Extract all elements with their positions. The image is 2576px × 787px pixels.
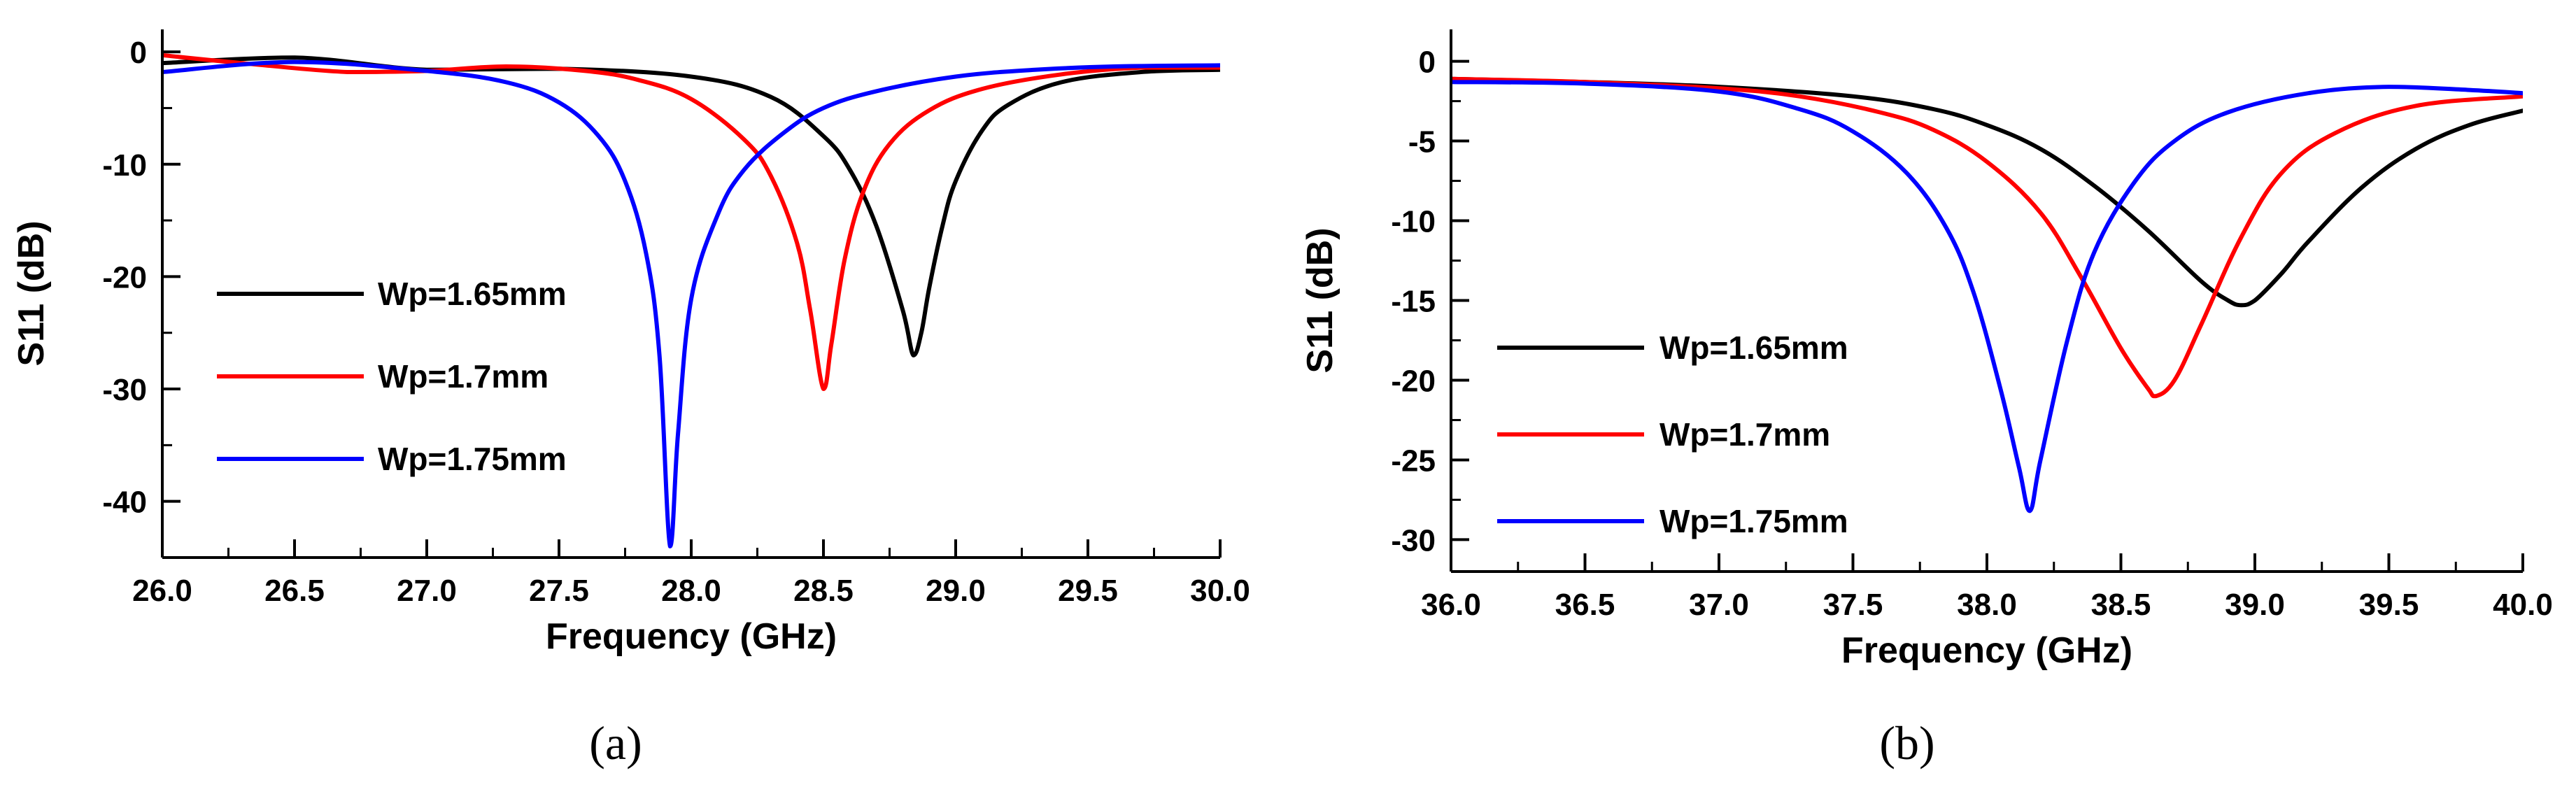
y-axis-title: S11 (dB) (1300, 227, 1340, 373)
legend-label: Wp=1.7mm (1659, 416, 1830, 453)
y-tick-label: -10 (102, 148, 147, 183)
y-tick-label: -30 (102, 373, 147, 407)
x-tick-label: 26.5 (264, 574, 325, 608)
y-tick-label: -40 (102, 485, 147, 520)
legend: Wp=1.65mm Wp=1.7mm Wp=1.75mm (1497, 329, 1848, 539)
y-tick-label: -25 (1391, 444, 1436, 478)
x-tick-label: 28.5 (793, 574, 854, 608)
legend-label: Wp=1.75mm (1659, 503, 1848, 539)
series-line-2 (162, 52, 1220, 391)
x-tick-label: 27.5 (529, 574, 589, 608)
legend-label: Wp=1.7mm (378, 358, 549, 395)
x-tick-label: 28.0 (661, 574, 721, 608)
series-line-2 (1451, 76, 2523, 399)
y-tick-label: 0 (130, 36, 147, 70)
panel-caption: (b) (1879, 716, 1934, 770)
y-tick-label: -5 (1408, 125, 1436, 159)
series-line-1 (162, 55, 1220, 357)
legend-label: Wp=1.65mm (378, 276, 567, 312)
series-line-3 (162, 59, 1220, 548)
x-tick-label: 37.0 (1689, 588, 1749, 622)
x-tick-label: 40.0 (2493, 588, 2553, 622)
y-tick-label: -15 (1391, 285, 1436, 319)
x-tick-label: 36.5 (1555, 588, 1615, 622)
x-tick-label: 30.0 (1190, 574, 1250, 608)
x-axis-title: Frequency (GHz) (546, 616, 837, 657)
series-line-3 (1451, 80, 2523, 513)
panel-caption: (a) (589, 716, 642, 770)
y-axis-title: S11 (dB) (11, 220, 52, 366)
chart-panel-a: 26.0 26.5 27.0 27.5 28.0 28.5 29.0 29.5 30.0 0 -10… (11, 29, 1250, 770)
x-tick-label: 38.0 (1957, 588, 2017, 622)
legend-label: Wp=1.75mm (378, 441, 567, 477)
legend: Wp=1.65mm Wp=1.7mm Wp=1.75mm (217, 276, 567, 477)
y-tick-label: -20 (102, 260, 147, 295)
x-tick-label: 39.0 (2225, 588, 2285, 622)
x-tick-label: 29.0 (926, 574, 986, 608)
x-axis-title: Frequency (GHz) (1841, 630, 2132, 671)
x-tick-label: 39.5 (2359, 588, 2419, 622)
y-tick-label: -30 (1391, 523, 1436, 558)
x-tick-label: 27.0 (397, 574, 457, 608)
x-tick-label: 38.5 (2091, 588, 2151, 622)
x-tick-label: 37.5 (1823, 588, 1883, 622)
x-tick-label: 26.0 (132, 574, 192, 608)
series-line-1 (1451, 76, 2523, 308)
y-tick-label: -10 (1391, 205, 1436, 239)
y-tick-label: -20 (1391, 364, 1436, 398)
x-tick-label: 29.5 (1058, 574, 1118, 608)
y-tick-label: 0 (1419, 45, 1436, 80)
chart-panel-b: 36.0 36.5 37.0 37.5 38.0 38.5 39.0 39.5 40.0 0 -5 -… (1300, 29, 2553, 770)
x-tick-label: 36.0 (1421, 588, 1481, 622)
legend-label: Wp=1.65mm (1659, 329, 1848, 366)
